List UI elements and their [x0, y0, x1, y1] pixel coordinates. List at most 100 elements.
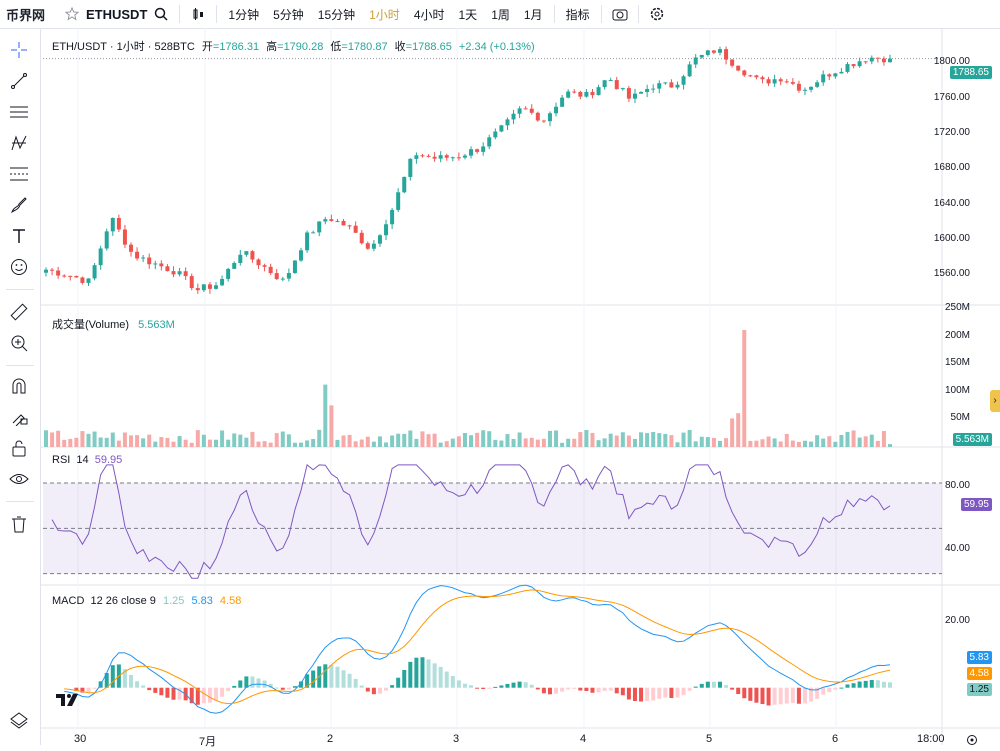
- volume-bar: [299, 442, 304, 447]
- search-icon[interactable]: [147, 2, 175, 26]
- candle-body: [499, 125, 504, 132]
- interval-1w[interactable]: 1周: [491, 7, 510, 22]
- candle-body: [426, 155, 431, 157]
- volume-bar: [802, 440, 807, 447]
- volume-bar: [226, 439, 231, 447]
- volume-bar: [687, 429, 692, 447]
- macd-hist-bar: [517, 681, 522, 688]
- candle-body: [414, 155, 419, 159]
- volume-bar: [578, 432, 583, 447]
- settings-icon[interactable]: [643, 2, 671, 26]
- volume-bar: [414, 438, 419, 447]
- macd-hist-bar: [201, 687, 206, 704]
- candle-body: [754, 75, 759, 78]
- interval-1m[interactable]: 1分钟: [228, 7, 260, 22]
- ruler-icon[interactable]: [8, 301, 30, 323]
- candle-body: [590, 91, 595, 96]
- eye-icon[interactable]: [8, 468, 30, 490]
- candle-body: [104, 231, 109, 249]
- candle-body: [511, 113, 516, 120]
- macd-hist-bar: [432, 663, 437, 688]
- volume-bar: [408, 430, 413, 447]
- pattern-icon[interactable]: [8, 132, 30, 154]
- volume-label: 成交量(Volume): [52, 319, 130, 331]
- macd-hist-bar: [833, 687, 838, 690]
- camera-icon[interactable]: [606, 2, 634, 26]
- zoom-in-icon[interactable]: [8, 332, 30, 354]
- emoji-icon[interactable]: [8, 256, 30, 278]
- star-icon[interactable]: [58, 2, 86, 26]
- candle-body: [56, 270, 61, 276]
- candle-body: [809, 86, 814, 90]
- candle-body: [377, 235, 382, 244]
- volume-bar: [541, 438, 546, 447]
- time-tick: 5: [706, 733, 713, 745]
- macd-hist-bar: [742, 687, 747, 699]
- candle-body: [456, 157, 461, 159]
- candle-body: [341, 220, 346, 226]
- symbol-name[interactable]: ETHUSDT: [86, 6, 148, 22]
- macd-hist-bar: [129, 675, 134, 688]
- fib-icon[interactable]: [8, 163, 30, 185]
- candle-body: [796, 83, 801, 91]
- crosshair-icon[interactable]: [8, 39, 30, 61]
- volume-bar: [851, 430, 856, 447]
- interval-4h[interactable]: 4小时: [413, 7, 445, 22]
- volume-bar: [347, 434, 352, 447]
- macd-hist-bar: [699, 683, 704, 688]
- volume-bar: [602, 438, 607, 447]
- macd-hist-bar: [238, 680, 243, 688]
- trash-icon[interactable]: [8, 513, 30, 535]
- macd-hist-bar: [590, 687, 595, 693]
- macd-params: 12 26 close 9: [90, 595, 156, 607]
- macd-hist-bar: [232, 685, 237, 688]
- candle-body: [687, 64, 692, 77]
- interval-5m[interactable]: 5分钟: [273, 7, 304, 22]
- volume-bar: [730, 418, 735, 447]
- expand-panel-button[interactable]: ›: [990, 390, 1000, 412]
- interval-1mo[interactable]: 1月: [523, 7, 543, 22]
- macd-hist-bar: [153, 687, 158, 693]
- interval-15m[interactable]: 15分钟: [317, 7, 356, 22]
- candle-type-icon[interactable]: [184, 2, 212, 26]
- magnet-icon[interactable]: [8, 375, 30, 397]
- volume-bar: [402, 433, 407, 447]
- axis-settings-icon[interactable]: [966, 733, 978, 745]
- candle-body: [863, 61, 868, 63]
- candle-body: [669, 82, 674, 88]
- lock-drawing-icon[interactable]: [8, 406, 30, 428]
- volume-bar: [317, 429, 322, 447]
- volume-bar: [748, 440, 753, 447]
- candle-body: [171, 271, 176, 275]
- volume-bar: [147, 434, 152, 447]
- brush-icon[interactable]: [8, 194, 30, 216]
- interval-1d[interactable]: 1天: [458, 7, 478, 22]
- macd-hist-bar: [863, 680, 868, 688]
- volume-bar: [135, 435, 140, 447]
- macd-hist-bar: [523, 682, 528, 688]
- layers-icon[interactable]: [8, 709, 30, 731]
- candle-body: [420, 155, 425, 157]
- trendline-icon[interactable]: [8, 70, 30, 92]
- volume-bar: [462, 432, 467, 447]
- volume-bar: [44, 430, 48, 447]
- volume-bar: [639, 432, 644, 447]
- macd-hist-bar: [311, 670, 316, 688]
- interval-1h[interactable]: 1小时: [369, 7, 400, 22]
- macd-hist-bar: [220, 687, 225, 697]
- volume-tick: 150M: [944, 357, 970, 368]
- volume-bar: [365, 436, 370, 447]
- macd-hist-bar: [499, 685, 504, 688]
- macd-hist-bar: [790, 687, 795, 703]
- macd-hist-bar: [110, 665, 115, 688]
- text-icon[interactable]: [8, 225, 30, 247]
- horizontal-lines-icon[interactable]: [8, 101, 30, 123]
- indicators-button[interactable]: 指标: [565, 7, 590, 22]
- volume-bar: [711, 437, 716, 447]
- candle-body: [450, 157, 455, 159]
- candle-body: [851, 64, 856, 67]
- rsi-tick: 80.00: [944, 480, 970, 491]
- volume-bar: [183, 439, 188, 447]
- unlock-icon[interactable]: [8, 437, 30, 459]
